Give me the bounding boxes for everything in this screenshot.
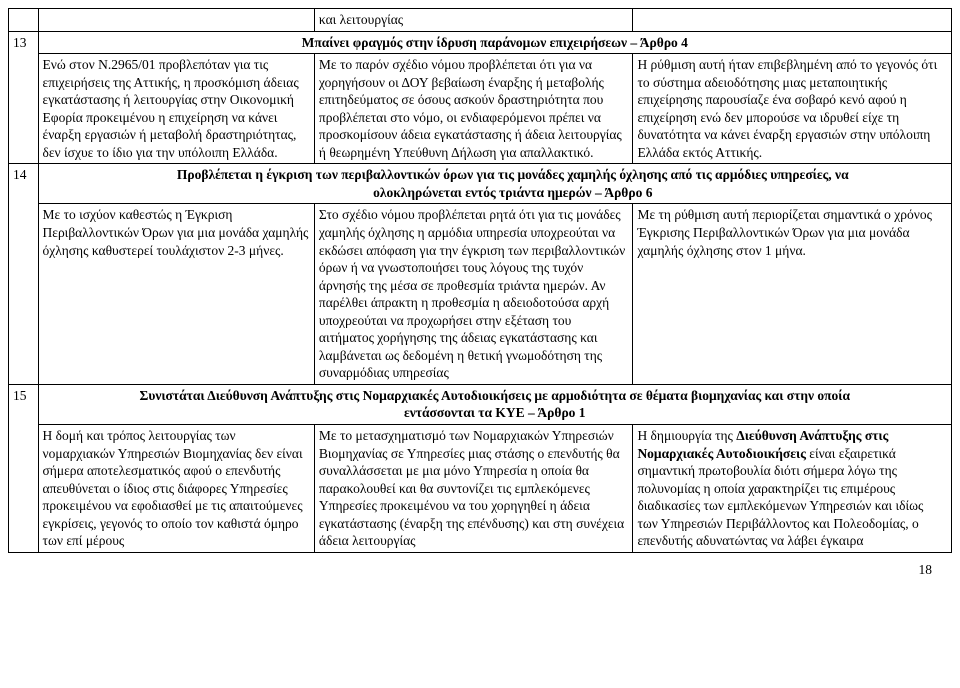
row-15-col-c: Η δημιουργία της Διεύθυνση Ανάπτυξης στι… — [633, 425, 952, 553]
row-14-title: 14 Προβλέπεται η έγκριση των περιβαλλοντ… — [9, 164, 952, 204]
row-14-num: 14 — [9, 164, 39, 204]
row-14-title-line2: ολοκληρώνεται εντός τριάντα ημερών – Άρθ… — [79, 184, 947, 202]
row-14-col-a: Με το ισχύον καθεστώς η Έγκριση Περιβαλλ… — [38, 204, 314, 384]
row-14-num-cont — [9, 204, 39, 384]
row-14-title-line1: Προβλέπεται η έγκριση των περιβαλλοντικώ… — [79, 166, 947, 184]
row-14-body: Με το ισχύον καθεστώς η Έγκριση Περιβαλλ… — [9, 204, 952, 384]
row-13-body: Ενώ στον Ν.2965/01 προβλεπόταν για τις ε… — [9, 54, 952, 164]
page-number: 18 — [8, 553, 952, 583]
row-15-title-line1: Συνιστάται Διεύθυνση Ανάπτυξης στις Νομα… — [43, 387, 947, 405]
row-14-col-c: Με τη ρύθμιση αυτή περιορίζεται σημαντικ… — [633, 204, 952, 384]
empty-c — [633, 9, 952, 32]
continuation-row: και λειτουργίας — [9, 9, 952, 32]
row-13-num-cont — [9, 54, 39, 164]
row-14-title-block: Προβλέπεται η έγκριση των περιβαλλοντικώ… — [38, 164, 951, 204]
row-15-col-b: Με το μετασχηματισμό των Νομαρχιακών Υπη… — [314, 425, 633, 553]
row-13-title-text: Μπαίνει φραγμός στην ίδρυση παράνομων επ… — [38, 31, 951, 54]
row-15-title-line2: εντάσσονται τα ΚΥΕ – Άρθρο 1 — [43, 404, 947, 422]
continuation-b: και λειτουργίας — [314, 9, 633, 32]
row-15-col-a: Η δομή και τρόπος λειτουργίας των νομαρχ… — [38, 425, 314, 553]
row-13-col-b: Με το παρόν σχέδιο νόμου προβλέπεται ότι… — [314, 54, 633, 164]
row-15-c-pre: Η δημιουργία της — [637, 428, 736, 443]
row-15-body: Η δομή και τρόπος λειτουργίας των νομαρχ… — [9, 425, 952, 553]
row-13-col-c: Η ρύθμιση αυτή ήταν επιβεβλημένη από το … — [633, 54, 952, 164]
row-15-num: 15 — [9, 384, 39, 424]
row-15-num-cont — [9, 425, 39, 553]
row-13-title: 13 Μπαίνει φραγμός στην ίδρυση παράνομων… — [9, 31, 952, 54]
row-15-title: 15 Συνιστάται Διεύθυνση Ανάπτυξης στις Ν… — [9, 384, 952, 424]
row-14-col-b: Στο σχέδιο νόμου προβλέπεται ρητά ότι γι… — [314, 204, 633, 384]
row-15-title-block: Συνιστάται Διεύθυνση Ανάπτυξης στις Νομα… — [38, 384, 951, 424]
row-13-col-a: Ενώ στον Ν.2965/01 προβλεπόταν για τις ε… — [38, 54, 314, 164]
empty-num — [9, 9, 39, 32]
document-table: και λειτουργίας 13 Μπαίνει φραγμός στην … — [8, 8, 952, 553]
empty-a — [38, 9, 314, 32]
row-13-num: 13 — [9, 31, 39, 54]
